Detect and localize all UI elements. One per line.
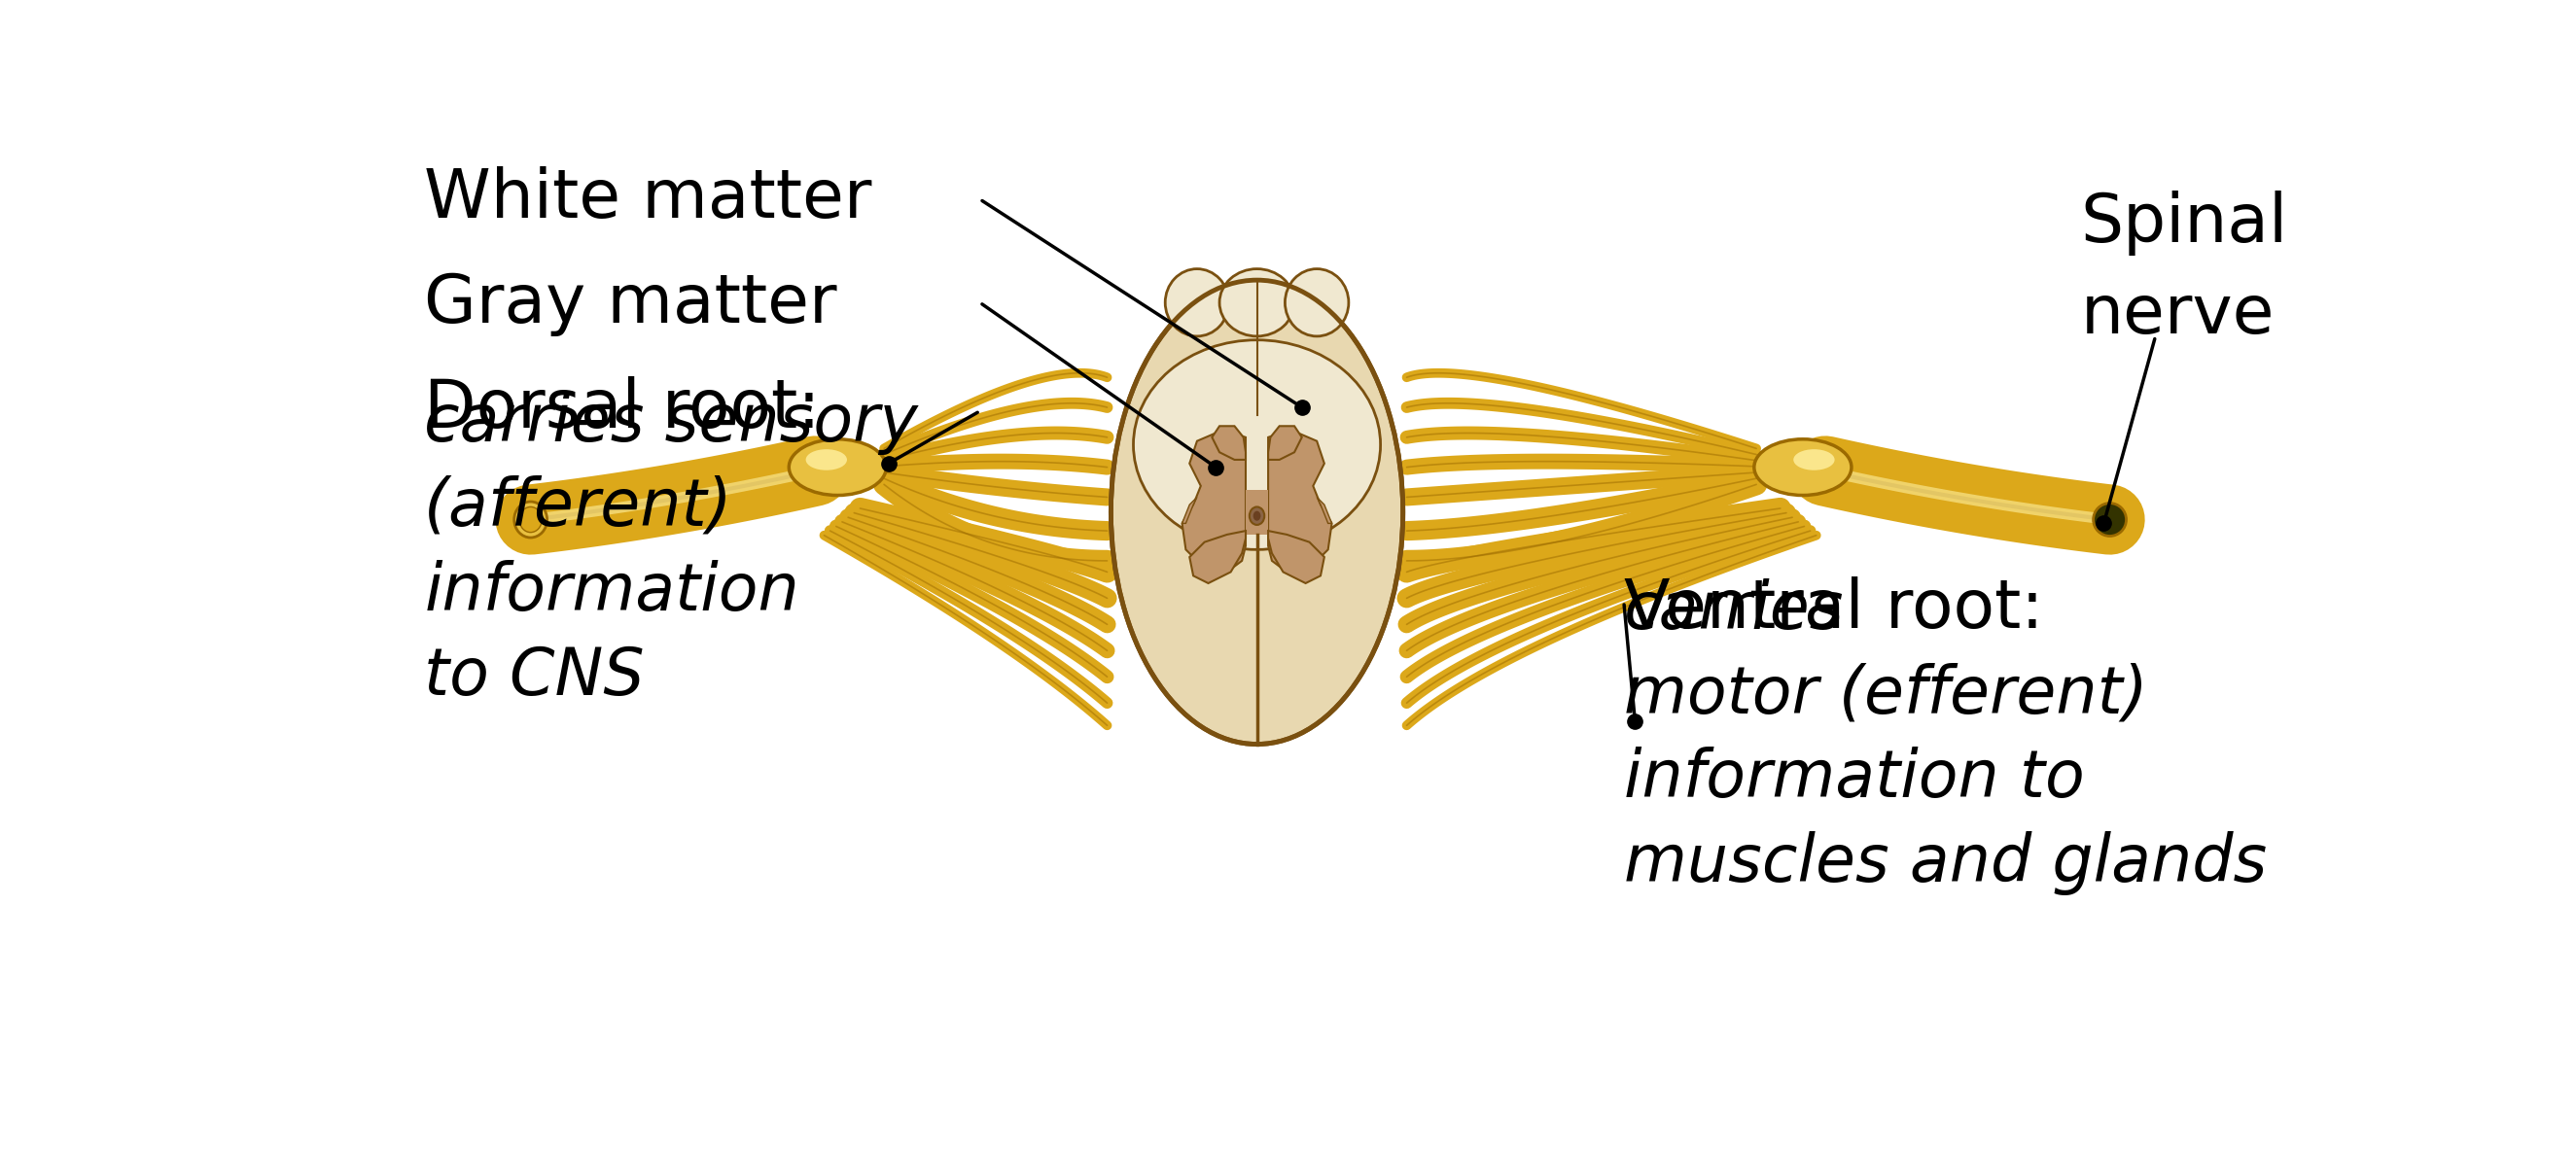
Ellipse shape [515,502,546,538]
Ellipse shape [1218,269,1293,337]
Text: Spinal
nerve: Spinal nerve [2081,191,2287,347]
Text: carries sensory
(afferent)
information
to CNS: carries sensory (afferent) information t… [425,391,917,708]
Polygon shape [1267,531,1324,584]
Polygon shape [1211,426,1247,460]
Text: White matter: White matter [425,167,873,232]
Ellipse shape [788,439,886,495]
Polygon shape [1182,430,1247,572]
Polygon shape [1267,430,1332,572]
Polygon shape [1247,489,1267,534]
Text: Dorsal root:: Dorsal root: [425,376,822,441]
Ellipse shape [1793,449,1834,470]
Polygon shape [1316,498,1332,523]
Ellipse shape [1252,511,1260,520]
Text: carries
motor (efferent)
information to
muscles and glands: carries motor (efferent) information to … [1623,578,2267,895]
Ellipse shape [1285,269,1350,337]
Text: Ventral root:: Ventral root: [1623,577,2066,642]
Ellipse shape [1110,280,1404,745]
Ellipse shape [1133,340,1381,549]
Ellipse shape [1754,439,1852,495]
Ellipse shape [520,507,541,532]
Polygon shape [1267,426,1301,460]
Ellipse shape [1164,269,1229,337]
Ellipse shape [1249,507,1265,525]
Text: Gray matter: Gray matter [425,271,837,337]
Polygon shape [1190,531,1247,584]
Polygon shape [1182,498,1198,523]
Circle shape [2094,503,2125,537]
Ellipse shape [806,449,848,470]
